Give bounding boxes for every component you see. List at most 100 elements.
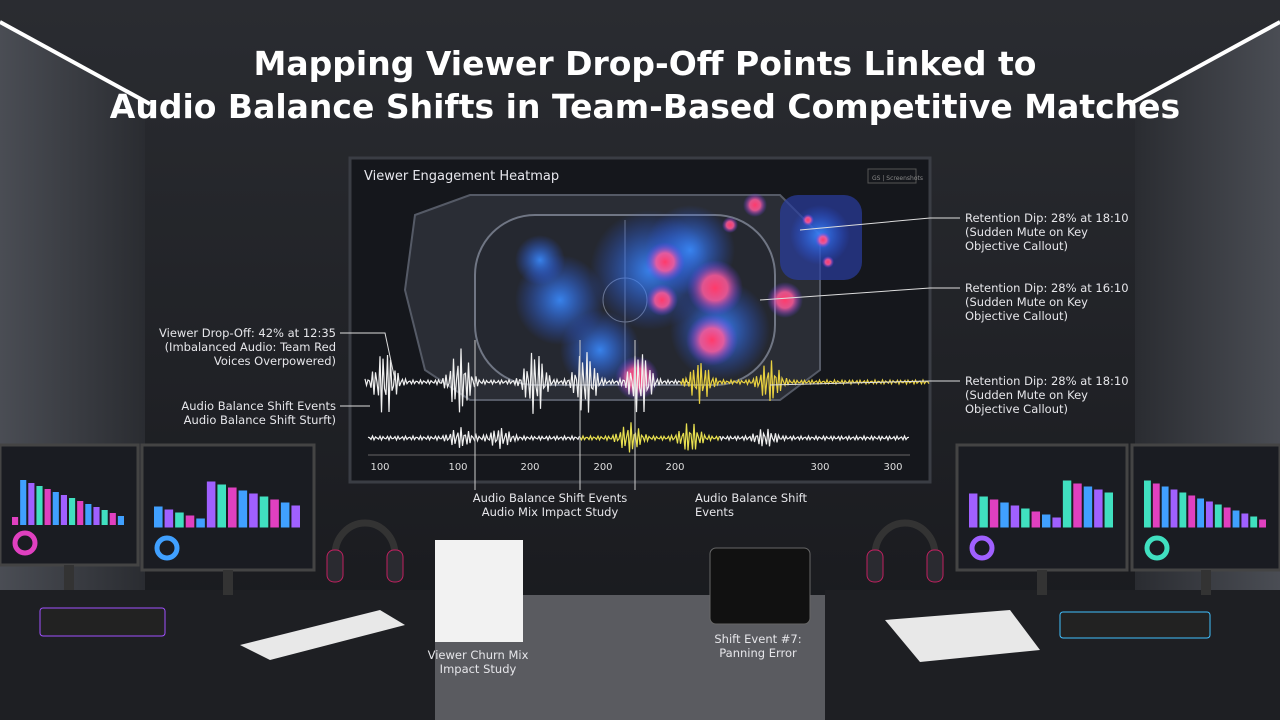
heat-blob bbox=[802, 214, 814, 226]
heat-blob bbox=[767, 282, 803, 318]
monitor-donut bbox=[154, 535, 180, 561]
annotation-text: (Imbalanced Audio: Team Red bbox=[165, 340, 336, 354]
keyboard bbox=[39, 607, 166, 637]
monitor-bar bbox=[1223, 507, 1231, 528]
axis-label: 300 bbox=[810, 462, 829, 473]
monitor-stand bbox=[223, 570, 233, 595]
light-strip bbox=[1129, 20, 1280, 106]
annotation-text: Objective Callout) bbox=[965, 239, 1068, 253]
desk-area: Viewer Churn Mix Impact Study Shift Even… bbox=[0, 443, 1280, 720]
monitor-bar bbox=[93, 507, 100, 525]
monitor-bar bbox=[69, 498, 76, 525]
waveform bbox=[367, 427, 581, 449]
monitor-bar bbox=[164, 509, 174, 528]
title-line: Mapping Viewer Drop-Off Points Linked to bbox=[254, 44, 1037, 83]
annotation-text: Events bbox=[695, 505, 734, 519]
screen-badge: GS | Screenshots bbox=[872, 175, 923, 182]
waveform bbox=[579, 422, 721, 453]
heat-blob bbox=[646, 284, 678, 316]
monitor-bar bbox=[1232, 510, 1240, 528]
earcup bbox=[866, 549, 884, 583]
monitor-bar bbox=[1021, 508, 1030, 528]
monitor-bar bbox=[1152, 483, 1160, 528]
headphones bbox=[871, 519, 939, 556]
monitor-bar bbox=[185, 515, 195, 528]
monitor-bar bbox=[12, 517, 19, 525]
monitor-bar bbox=[1104, 492, 1113, 528]
monitor-bar bbox=[175, 512, 184, 528]
monitor-bar bbox=[291, 505, 300, 528]
annotation-text: Voices Overpowered) bbox=[214, 354, 336, 368]
axis-label: 200 bbox=[593, 462, 612, 473]
annotation-text: Retention Dip: 28% at 18:10 bbox=[965, 374, 1129, 388]
heat-blob bbox=[815, 232, 831, 248]
heat-blob bbox=[686, 314, 738, 366]
monitor-bar bbox=[1241, 513, 1249, 528]
annotation-text: Audio Balance Shift bbox=[695, 491, 807, 505]
monitor-bar bbox=[259, 496, 269, 528]
monitor-bar bbox=[1179, 492, 1187, 528]
monitor-bar bbox=[1052, 517, 1061, 528]
monitor-donut bbox=[12, 530, 38, 556]
monitor-bar bbox=[1000, 502, 1009, 528]
annotation-text: Retention Dip: 28% at 16:10 bbox=[965, 281, 1129, 295]
waveform bbox=[719, 428, 910, 447]
monitor-bar bbox=[1042, 514, 1051, 528]
annotation-text: (Sudden Mute on Key bbox=[965, 225, 1088, 239]
monitor-bar bbox=[969, 493, 978, 528]
heat-blob bbox=[687, 260, 743, 316]
heat-blob bbox=[722, 217, 738, 233]
monitor-bar bbox=[1250, 516, 1258, 528]
desk-right bbox=[825, 590, 1280, 720]
light-strip bbox=[0, 20, 151, 106]
annotation-text: (Sudden Mute on Key bbox=[965, 295, 1088, 309]
monitor-bar bbox=[1206, 501, 1213, 528]
annotation-text: Retention Dip: 28% at 18:10 bbox=[965, 211, 1129, 225]
axis-label: 100 bbox=[370, 462, 389, 473]
monitor-bar bbox=[1188, 495, 1196, 528]
monitor-bar bbox=[196, 518, 205, 528]
leader-line bbox=[769, 380, 960, 386]
earcup bbox=[386, 549, 404, 583]
tablet bbox=[709, 547, 811, 625]
axis-label: 200 bbox=[520, 462, 539, 473]
earcup bbox=[326, 549, 344, 583]
tablet-caption: Shift Event #7: bbox=[714, 632, 801, 646]
monitor-bar bbox=[1214, 504, 1222, 528]
annotation-text: Audio Balance Shift Events bbox=[473, 491, 628, 505]
monitor-bar bbox=[1031, 511, 1040, 528]
leader-line bbox=[340, 332, 396, 381]
monitor-bar bbox=[101, 510, 108, 525]
heat-blobs bbox=[515, 193, 850, 400]
headphones bbox=[331, 519, 399, 556]
monitor-stand bbox=[64, 565, 74, 590]
monitor-bar bbox=[280, 502, 290, 528]
paper bbox=[885, 610, 1040, 662]
monitor-bar bbox=[36, 486, 43, 525]
monitor-stand bbox=[1201, 570, 1211, 595]
leader-line bbox=[799, 217, 960, 231]
report-caption: Viewer Churn Mix bbox=[428, 648, 529, 662]
heat-blob bbox=[515, 235, 565, 285]
screen: Viewer Engagement Heatmap GS | Screensho… bbox=[159, 156, 1129, 519]
monitor-bar bbox=[109, 513, 116, 525]
monitor-bar bbox=[28, 483, 35, 525]
screen-title: Viewer Engagement Heatmap bbox=[364, 169, 559, 184]
heat-blob bbox=[743, 193, 767, 217]
monitor-donut bbox=[969, 535, 995, 561]
monitor-bar bbox=[228, 487, 237, 528]
monitor-bar bbox=[52, 492, 59, 525]
monitor-donut bbox=[1144, 535, 1170, 561]
annotations: 100 100 200 200 200 300 300 Retention Dip: 28% … bbox=[159, 211, 1129, 519]
monitor-bar bbox=[1170, 489, 1178, 528]
annotation-text: Objective Callout) bbox=[965, 309, 1068, 323]
monitor-bar bbox=[1094, 489, 1103, 528]
monitor-bar bbox=[238, 490, 248, 528]
monitor-bar bbox=[1073, 483, 1082, 528]
monitor-bar bbox=[249, 493, 258, 528]
monitor-bar bbox=[206, 481, 216, 528]
annotation-text: (Sudden Mute on Key bbox=[965, 388, 1088, 402]
monitor-bar bbox=[154, 506, 163, 528]
monitor-bar bbox=[44, 489, 51, 525]
